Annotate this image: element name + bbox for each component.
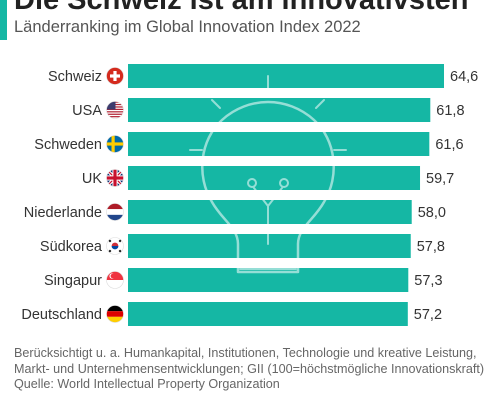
chart-subtitle: Länderranking im Global Innovation Index… [14, 18, 361, 36]
footnote-line-1: Berücksichtigt u. a. Humankapital, Insti… [14, 346, 477, 360]
category-label: USA [72, 103, 102, 119]
labels-layer: Schweiz 64,6 USA 61,8 Schweden 61,6 UK 59,7 Nied… [21, 67, 478, 323]
dutch-flag-icon [106, 203, 124, 221]
bar-schweden [128, 132, 430, 156]
source-line: Quelle: World Intellectual Property Orga… [14, 377, 280, 391]
german-flag-icon [106, 305, 124, 323]
accent-bar [0, 0, 7, 40]
value-label: 57,3 [414, 273, 442, 289]
category-label: Südkorea [40, 239, 103, 255]
swiss-flag-icon [106, 67, 124, 85]
us-flag-icon [106, 101, 124, 119]
category-label: Singapur [44, 273, 102, 289]
footnote-line-2: Markt- und Unternehmensentwicklungen; GI… [14, 361, 485, 376]
value-label: 58,0 [418, 205, 446, 221]
value-label: 64,6 [450, 69, 478, 85]
category-label: Schweden [34, 137, 102, 153]
bar-südkorea [128, 234, 411, 258]
swedish-flag-icon [106, 135, 124, 153]
bar-chart: Schweiz 64,6 USA 61,8 Schweden 61,6 UK 59,7 Nied… [21, 64, 478, 326]
singapore-flag-icon [106, 271, 124, 289]
bar-deutschland [128, 302, 408, 326]
category-label: Deutschland [21, 307, 102, 323]
title-container: Die Schweiz ist am innovativsten [0, 0, 495, 14]
category-label: UK [82, 171, 102, 187]
value-label: 57,2 [414, 307, 442, 323]
value-label: 57,8 [417, 239, 445, 255]
category-label: Schweiz [48, 69, 102, 85]
category-label: Niederlande [24, 205, 102, 221]
value-label: 61,6 [435, 137, 463, 153]
value-label: 61,8 [436, 103, 464, 119]
south-korean-flag-icon [106, 237, 124, 255]
chart-title: Die Schweiz ist am innovativsten [14, 0, 468, 14]
uk-flag-icon [106, 169, 124, 187]
bar-uk [128, 166, 421, 190]
bar-schweiz [128, 64, 444, 88]
footnote: Berücksichtigt u. a. Humankapital, Insti… [14, 346, 489, 393]
lightbulb-icon [189, 75, 347, 274]
value-label: 59,7 [426, 171, 454, 187]
